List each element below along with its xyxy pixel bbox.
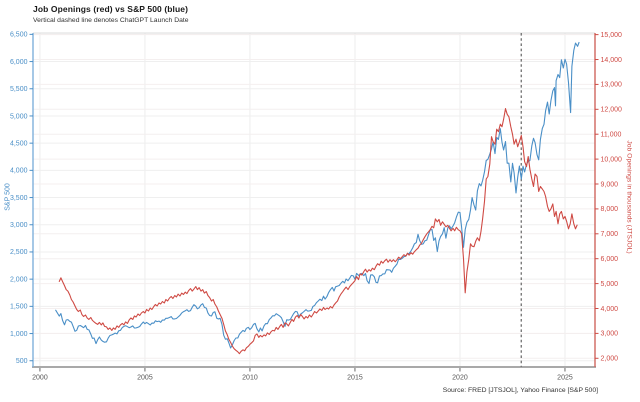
- x-tick-label: 2000: [32, 375, 48, 382]
- left-tick-label: 6,500: [10, 32, 28, 39]
- job-openings-line: [58, 108, 578, 355]
- right-axis-title: Job Openings in thousands (JTSJOL): [625, 140, 633, 254]
- right-tick-label: 2,000: [601, 356, 619, 363]
- source-note: Source: FRED [JTSJOL], Yahoo Finance [S&…: [442, 387, 598, 394]
- left-tick-label: 5,500: [10, 86, 28, 93]
- left-tick-label: 1,000: [10, 331, 28, 338]
- right-tick-label: 4,000: [601, 306, 619, 313]
- right-tick-label: 12,000: [601, 107, 623, 114]
- left-axis-title: S&P 500: [4, 183, 12, 211]
- left-tick-label: 2,000: [10, 276, 28, 283]
- left-tick-label: 3,500: [10, 195, 28, 202]
- x-tick-label: 2020: [452, 375, 468, 382]
- right-tick-label: 3,000: [601, 331, 619, 338]
- left-tick-label: 3,000: [10, 222, 28, 229]
- left-tick-label: 6,000: [10, 59, 28, 66]
- chart-title: Job Openings (red) vs S&P 500 (blue): [33, 4, 189, 14]
- right-tick-label: 11,000: [601, 132, 622, 139]
- left-tick-label: 4,500: [10, 140, 28, 147]
- right-tick-label: 8,000: [601, 206, 619, 213]
- x-tick-label: 2005: [137, 375, 153, 382]
- left-tick-label: 1,500: [10, 304, 28, 311]
- right-tick-label: 13,000: [601, 82, 623, 89]
- left-tick-label: 2,500: [10, 249, 28, 256]
- left-tick-label: 5,000: [10, 113, 28, 120]
- x-tick-label: 2015: [347, 375, 363, 382]
- x-tick-label: 2025: [557, 375, 573, 382]
- chart-subtitle: Vertical dashed line denotes ChatGPT Lau…: [33, 16, 189, 24]
- right-tick-label: 6,000: [601, 256, 619, 263]
- right-tick-label: 15,000: [601, 32, 623, 39]
- sp500-line: [55, 41, 580, 349]
- left-tick-label: 4,000: [10, 168, 28, 175]
- left-tick-label: 500: [16, 358, 28, 365]
- x-tick-label: 2010: [242, 375, 258, 382]
- right-tick-label: 14,000: [601, 57, 623, 64]
- right-tick-label: 7,000: [601, 231, 619, 238]
- right-tick-label: 5,000: [601, 281, 619, 288]
- right-tick-label: 10,000: [601, 156, 623, 163]
- right-tick-label: 9,000: [601, 181, 619, 188]
